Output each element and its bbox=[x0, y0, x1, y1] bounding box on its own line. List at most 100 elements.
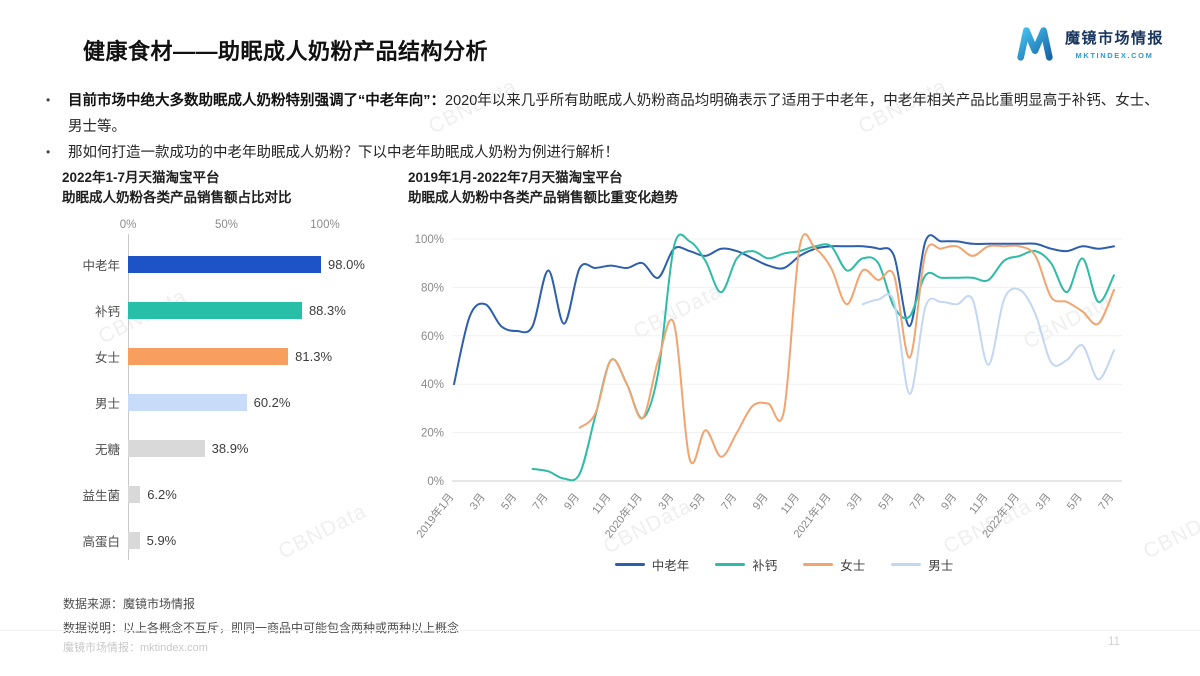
bar-row: 无糖 38.9% bbox=[62, 426, 407, 472]
x-axis-tick-label: 9月 bbox=[562, 491, 582, 512]
footer: 魔镜市场情报：mktindex.com 11 bbox=[0, 630, 1200, 676]
bar bbox=[128, 394, 247, 411]
x-axis-tick-label: 5月 bbox=[499, 491, 519, 512]
x-axis-tick-label: 7月 bbox=[1096, 491, 1116, 512]
y-axis-tick-label: 100% bbox=[415, 234, 444, 246]
x-axis-tick-label: 7月 bbox=[719, 491, 739, 512]
bar-row: 女士 81.3% bbox=[62, 334, 407, 380]
bar-axis-tick: 0% bbox=[119, 218, 137, 231]
brand-url: MKTINDEX.COM bbox=[1075, 50, 1154, 60]
bar-chart: 2022年1-7月天猫淘宝平台 助眠成人奶粉各类产品销售额占比对比 0% 50% 1… bbox=[62, 168, 407, 564]
x-axis-tick-label: 5月 bbox=[1065, 491, 1085, 512]
bar-value-label: 88.3% bbox=[308, 303, 346, 318]
bar bbox=[128, 302, 302, 319]
line-chart-title-line1: 2019年1月-2022年7月天猫淘宝平台 bbox=[408, 170, 623, 185]
x-axis-tick-label: 7月 bbox=[908, 491, 928, 512]
brand-logo: 魔镜市场情报 MKTINDEX.COM bbox=[1014, 22, 1164, 64]
x-axis-tick-label: 11月 bbox=[967, 491, 990, 516]
y-axis-tick-label: 0% bbox=[427, 476, 444, 488]
bar-category-label: 无糖 bbox=[94, 443, 120, 457]
bullet-marker: • bbox=[46, 145, 51, 160]
bar-value-label: 98.0% bbox=[328, 257, 365, 272]
x-axis-tick-label: 9月 bbox=[751, 491, 771, 512]
line-chart-title-line2: 助眠成人奶粉中各类产品销售额比重变化趋势 bbox=[408, 190, 678, 206]
bar-axis-tick: 100% bbox=[310, 218, 340, 231]
bar-category-label: 益生菌 bbox=[82, 489, 120, 503]
line-chart-title: 2019年1月-2022年7月天猫淘宝平台 助眠成人奶粉中各类产品销售额比重变化… bbox=[408, 168, 1160, 209]
bar-axis-ticks: 0% 50% 100% bbox=[120, 218, 340, 234]
bar bbox=[128, 440, 205, 457]
x-axis-tick-label: 3月 bbox=[656, 491, 676, 512]
bar-chart-rows: 中老年 98.0% 补钙 88.3% 女士 81.3% 男士 60.2% 无糖 38.9% 益生菌 6… bbox=[62, 233, 407, 564]
legend-swatch bbox=[614, 562, 645, 566]
bar bbox=[128, 256, 322, 273]
x-axis-tick-label: 3月 bbox=[845, 491, 865, 512]
legend-label: 补钙 bbox=[752, 558, 778, 573]
bar-row: 中老年 98.0% bbox=[62, 242, 407, 288]
bullet-rest-text: 2020年以来几乎所有助眠成人奶粉商品均明确表示了适用于中老年，中老年相关产品比… bbox=[68, 93, 1159, 136]
bar-value-label: 60.2% bbox=[253, 395, 291, 410]
data-source-note: 数据来源：魔镜市场情报 bbox=[63, 597, 196, 611]
y-axis-tick-label: 80% bbox=[421, 282, 444, 294]
brand-name: 魔镜市场情报 bbox=[1064, 29, 1164, 47]
data-notes: 数据来源：魔镜市场情报 数据说明：以上各概念不互斥，即同一商品中可能包含两种或两… bbox=[63, 592, 459, 640]
brand-text: 魔镜市场情报 MKTINDEX.COM bbox=[1065, 27, 1164, 60]
legend-label: 中老年 bbox=[651, 558, 690, 573]
bullet-item: • 那如何打造一款成功的中老年助眠成人奶粉？下以中老年助眠成人奶粉为例进行解析！ bbox=[46, 140, 1162, 166]
bar bbox=[128, 486, 141, 503]
bullet-item: • 目前市场中绝大多数助眠成人奶粉特别强调了“中老年向”：2020年以来几乎所有… bbox=[46, 88, 1162, 140]
legend-swatch bbox=[715, 562, 746, 566]
bar-value-label: 81.3% bbox=[295, 349, 333, 364]
brand-m-icon bbox=[1017, 27, 1053, 61]
line-series-男士 bbox=[861, 287, 1115, 395]
bar-row: 高蛋白 5.9% bbox=[62, 518, 407, 564]
bullet-text: 目前市场中绝大多数助眠成人奶粉特别强调了“中老年向”：2020年以来几乎所有助眠… bbox=[68, 88, 1162, 140]
x-axis-tick-label: 3月 bbox=[1034, 491, 1054, 512]
bullet-list: • 目前市场中绝大多数助眠成人奶粉特别强调了“中老年向”：2020年以来几乎所有… bbox=[46, 88, 1162, 166]
y-axis-tick-label: 40% bbox=[421, 379, 444, 391]
line-series-中老年 bbox=[453, 233, 1115, 385]
bar-axis-tick: 50% bbox=[214, 218, 239, 231]
bar-category-label: 男士 bbox=[94, 397, 120, 411]
legend-label: 男士 bbox=[928, 558, 954, 573]
bar-value-label: 38.9% bbox=[211, 441, 249, 456]
data-remark-note: 数据说明：以上各概念不互斥，即同一商品中可能包含两种或两种以上概念 bbox=[63, 621, 460, 635]
line-chart-legend: 中老年 补钙 女士 男士 bbox=[408, 555, 1160, 574]
bar-value-label: 6.2% bbox=[147, 487, 177, 502]
bar-category-label: 补钙 bbox=[94, 305, 120, 319]
bar-chart-title-line2: 助眠成人奶粉各类产品销售额占比对比 bbox=[62, 190, 292, 206]
bar-value-label: 5.9% bbox=[146, 533, 177, 548]
bar bbox=[128, 532, 140, 549]
x-axis-tick-label: 2019年1月 bbox=[413, 490, 456, 540]
bullet-marker: • bbox=[46, 93, 51, 107]
x-axis-tick-label: 3月 bbox=[468, 491, 488, 512]
bar-category-label: 高蛋白 bbox=[82, 535, 120, 549]
bar bbox=[128, 348, 289, 365]
x-axis-tick-label: 11月 bbox=[779, 491, 802, 516]
page-number: 11 bbox=[1108, 636, 1120, 648]
line-series-女士 bbox=[578, 232, 1115, 464]
x-axis-tick-label: 11月 bbox=[590, 491, 613, 516]
line-series-补钙 bbox=[531, 233, 1115, 481]
bar-chart-title-line1: 2022年1-7月天猫淘宝平台 bbox=[62, 170, 220, 185]
legend-swatch bbox=[891, 562, 922, 566]
x-axis-tick-label: 7月 bbox=[531, 491, 551, 512]
bar-row: 益生菌 6.2% bbox=[62, 472, 407, 518]
x-axis-tick-label: 5月 bbox=[876, 491, 896, 512]
legend-label: 女士 bbox=[840, 558, 866, 573]
legend-swatch bbox=[803, 562, 834, 566]
x-axis-tick-label: 9月 bbox=[939, 491, 959, 512]
y-axis-tick-label: 60% bbox=[421, 330, 444, 342]
legend-item: 男士 bbox=[891, 555, 953, 574]
footer-site: 魔镜市场情报：mktindex.com bbox=[63, 642, 208, 654]
legend-item: 女士 bbox=[803, 555, 865, 574]
bullet-bold-text: 目前市场中绝大多数助眠成人奶粉特别强调了“中老年向”： bbox=[68, 93, 445, 109]
bar-row: 男士 60.2% bbox=[62, 380, 407, 426]
legend-item: 补钙 bbox=[715, 555, 777, 574]
bar-chart-title: 2022年1-7月天猫淘宝平台 助眠成人奶粉各类产品销售额占比对比 bbox=[62, 168, 407, 209]
legend-item: 中老年 bbox=[614, 555, 690, 574]
bar-category-label: 中老年 bbox=[82, 259, 120, 273]
bar-row: 补钙 88.3% bbox=[62, 288, 407, 334]
line-chart-svg: 0%20%40%60%80%100%2019年1月 3月 5月 7月 9月 11月2020… bbox=[413, 232, 1122, 540]
line-chart: 2019年1月-2022年7月天猫淘宝平台 助眠成人奶粉中各类产品销售额比重变化… bbox=[408, 168, 1160, 574]
